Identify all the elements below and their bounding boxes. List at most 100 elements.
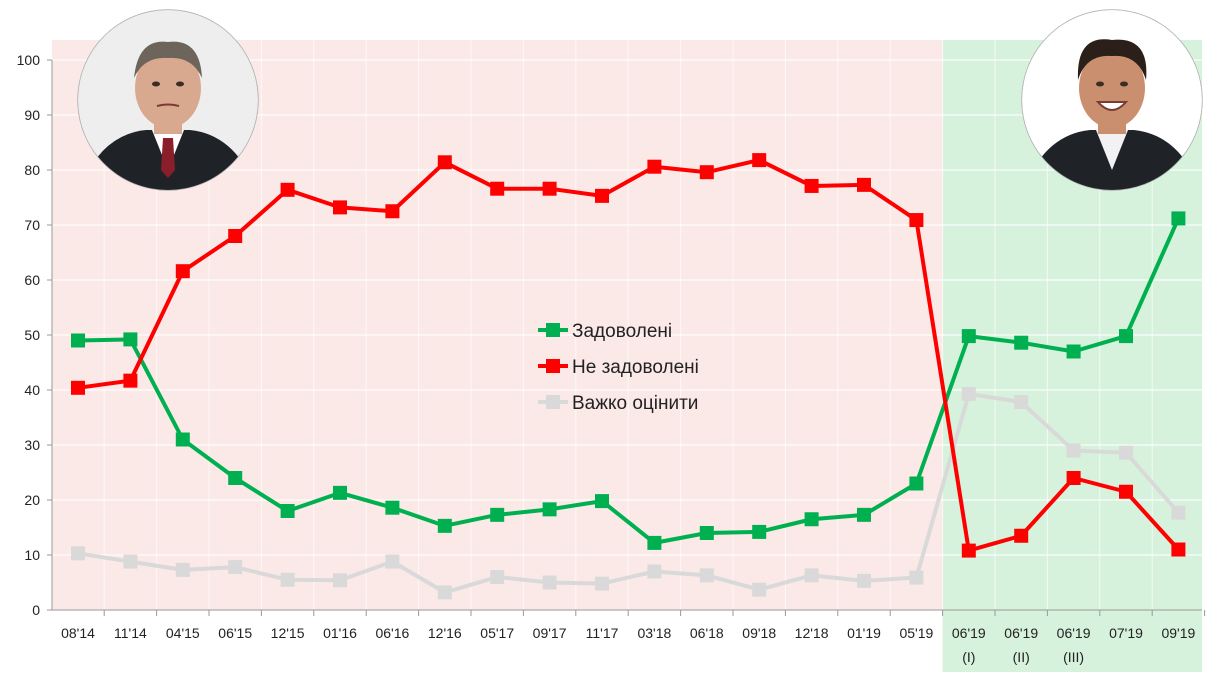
series-0-point bbox=[71, 334, 85, 348]
legend-label: Важко оцінити bbox=[572, 393, 698, 414]
x-tick-sublabel: (III) bbox=[1063, 649, 1084, 665]
series-1-point bbox=[857, 178, 871, 192]
x-tick-label: 12'18 bbox=[795, 625, 829, 641]
series-2-point bbox=[1119, 446, 1133, 460]
portrait-eye bbox=[1096, 82, 1104, 87]
legend-label: Задоволені bbox=[572, 321, 672, 342]
series-2-point bbox=[1014, 395, 1028, 409]
series-0-point bbox=[176, 433, 190, 447]
series-2-point bbox=[71, 546, 85, 560]
series-2-point bbox=[281, 573, 295, 587]
series-1-point bbox=[1119, 485, 1133, 499]
portrait-eye bbox=[1120, 82, 1128, 87]
x-tick-label: 09'18 bbox=[742, 625, 776, 641]
x-tick-label: 12'15 bbox=[271, 625, 305, 641]
series-1-point bbox=[805, 179, 819, 193]
series-2-point bbox=[385, 555, 399, 569]
series-2-point bbox=[438, 585, 452, 599]
y-tick-label: 50 bbox=[24, 327, 40, 343]
series-2-point bbox=[909, 571, 923, 585]
series-1-point bbox=[490, 182, 504, 196]
series-2-point bbox=[752, 583, 766, 597]
series-2-point bbox=[1067, 444, 1081, 458]
series-0-point bbox=[700, 526, 714, 540]
x-tick-label: 07'19 bbox=[1109, 625, 1143, 641]
portrait-eye bbox=[152, 82, 160, 87]
series-1-point bbox=[962, 544, 976, 558]
series-0-point bbox=[857, 508, 871, 522]
series-0-point bbox=[1119, 329, 1133, 343]
x-tick-label: 09'17 bbox=[533, 625, 567, 641]
series-0-point bbox=[909, 477, 923, 491]
series-1-point bbox=[71, 381, 85, 395]
x-tick-label: 06'19 bbox=[952, 625, 986, 641]
y-tick-label: 80 bbox=[24, 162, 40, 178]
x-tick-label: 04'15 bbox=[166, 625, 200, 641]
series-1-point bbox=[1014, 529, 1028, 543]
series-1-point bbox=[123, 374, 137, 388]
series-2-point bbox=[1171, 506, 1185, 520]
x-tick-label: 11'14 bbox=[114, 625, 147, 641]
series-1-point bbox=[438, 155, 452, 169]
legend-label: Не задоволені bbox=[572, 357, 699, 378]
x-tick-label: 08'14 bbox=[61, 625, 95, 641]
x-tick-label: 05'19 bbox=[899, 625, 933, 641]
series-1-point bbox=[176, 264, 190, 278]
series-0-point bbox=[543, 502, 557, 516]
x-tick-label: 06'15 bbox=[218, 625, 252, 641]
y-tick-label: 10 bbox=[24, 547, 40, 563]
series-1-point bbox=[281, 183, 295, 197]
portrait-eye bbox=[176, 82, 184, 87]
series-0-point bbox=[281, 504, 295, 518]
series-1-point bbox=[1067, 471, 1081, 485]
series-1-point bbox=[909, 213, 923, 227]
series-2-point bbox=[595, 577, 609, 591]
x-tick-label: 09'19 bbox=[1161, 625, 1195, 641]
series-2-point bbox=[805, 568, 819, 582]
x-tick-label: 05'17 bbox=[480, 625, 514, 641]
series-1-point bbox=[228, 229, 242, 243]
y-tick-label: 30 bbox=[24, 437, 40, 453]
series-2-point bbox=[543, 576, 557, 590]
x-tick-sublabel: (I) bbox=[962, 649, 975, 665]
series-1-point bbox=[543, 182, 557, 196]
series-2-point bbox=[123, 555, 137, 569]
legend-swatch-marker bbox=[546, 323, 560, 337]
series-0-point bbox=[123, 332, 137, 346]
x-tick-label: 06'18 bbox=[690, 625, 724, 641]
series-2-point bbox=[176, 563, 190, 577]
y-tick-label: 100 bbox=[17, 52, 41, 68]
x-tick-label: 06'16 bbox=[375, 625, 409, 641]
series-1-point bbox=[1171, 543, 1185, 557]
series-0-point bbox=[490, 508, 504, 522]
series-0-point bbox=[595, 494, 609, 508]
series-2-point bbox=[647, 565, 661, 579]
y-tick-label: 70 bbox=[24, 217, 40, 233]
x-tick-label: 12'16 bbox=[428, 625, 462, 641]
legend-swatch-marker bbox=[546, 359, 560, 373]
series-2-point bbox=[490, 570, 504, 584]
x-tick-label: 11'17 bbox=[586, 625, 619, 641]
series-2-point bbox=[857, 574, 871, 588]
series-2-point bbox=[962, 387, 976, 401]
series-0-point bbox=[228, 471, 242, 485]
portrait-tie bbox=[161, 138, 175, 178]
legend-swatch-marker bbox=[546, 395, 560, 409]
y-tick-label: 40 bbox=[24, 382, 40, 398]
x-tick-sublabel: (II) bbox=[1013, 649, 1030, 665]
series-0-point bbox=[962, 329, 976, 343]
series-1-point bbox=[595, 189, 609, 203]
series-0-point bbox=[333, 486, 347, 500]
series-1-point bbox=[647, 160, 661, 174]
x-tick-label: 03'18 bbox=[637, 625, 671, 641]
series-1-point bbox=[700, 165, 714, 179]
series-2-point bbox=[228, 560, 242, 574]
series-0-point bbox=[385, 501, 399, 515]
series-0-point bbox=[1067, 345, 1081, 359]
y-tick-label: 90 bbox=[24, 107, 40, 123]
y-tick-label: 20 bbox=[24, 492, 40, 508]
series-0-point bbox=[1014, 336, 1028, 350]
series-2-point bbox=[700, 568, 714, 582]
series-1-point bbox=[752, 153, 766, 167]
